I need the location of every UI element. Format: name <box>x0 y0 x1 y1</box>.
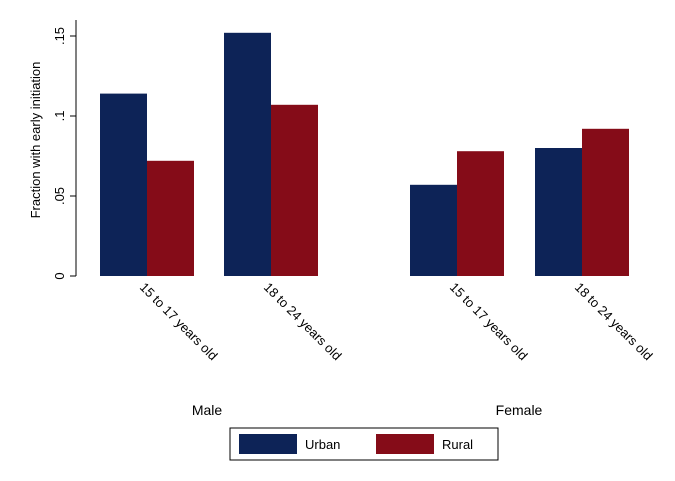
legend-swatch-rural <box>376 434 434 454</box>
bar-urban <box>410 184 457 276</box>
bar-urban <box>224 32 271 276</box>
legend: Urban Rural <box>229 427 499 461</box>
y-tick-label: 0 <box>52 272 67 279</box>
legend-swatch-urban <box>239 434 297 454</box>
x-tick-label: 18 to 24 years old <box>261 280 345 364</box>
bar-rural <box>147 160 194 276</box>
bar-urban <box>100 93 147 276</box>
bars <box>100 32 629 276</box>
bar-rural <box>582 128 629 276</box>
bar-rural <box>271 104 318 276</box>
legend-label-urban: Urban <box>305 437 340 452</box>
group-label: Male <box>192 402 223 418</box>
x-axis-group-labels: Male Female <box>192 402 543 418</box>
y-tick-label: .15 <box>52 27 67 45</box>
x-tick-label: 18 to 24 years old <box>572 280 656 364</box>
y-axis-ticks: 0 .05 .1 .15 <box>52 27 76 280</box>
bar-urban <box>535 148 582 276</box>
x-tick-label: 15 to 17 years old <box>137 280 221 364</box>
y-tick-label: .1 <box>52 111 67 122</box>
legend-label-rural: Rural <box>442 437 473 452</box>
bar-rural <box>457 151 504 276</box>
y-axis-title: Fraction with early initiation <box>28 62 43 219</box>
x-axis-category-labels: 15 to 17 years old 18 to 24 years old 15 t… <box>137 280 656 364</box>
y-tick-label: .05 <box>52 187 67 205</box>
group-label: Female <box>496 402 543 418</box>
x-tick-label: 15 to 17 years old <box>447 280 531 364</box>
